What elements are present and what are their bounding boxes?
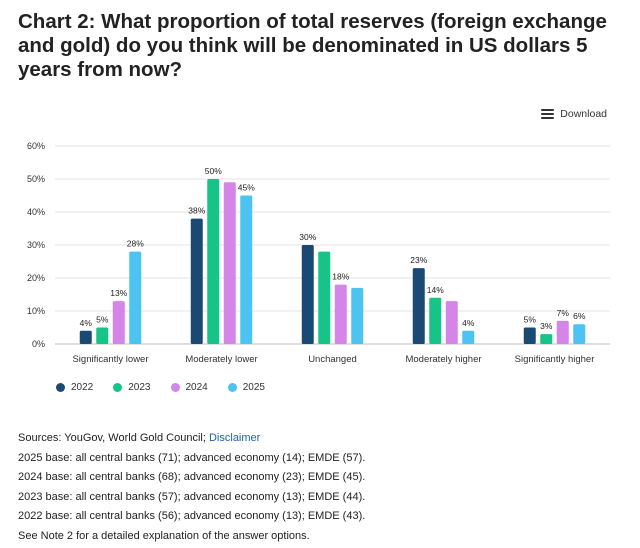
bar-2023 xyxy=(429,297,442,344)
legend-dot-2023 xyxy=(113,383,123,392)
data-label: 18% xyxy=(332,272,349,282)
y-tick-label: 40% xyxy=(27,207,45,217)
data-label: 3% xyxy=(540,321,553,331)
data-label: 45% xyxy=(238,183,255,193)
bar-2022 xyxy=(79,330,92,344)
y-tick-label: 10% xyxy=(27,306,45,316)
data-label: 7% xyxy=(557,308,570,318)
chart-title: Chart 2: What proportion of total reserv… xyxy=(18,10,607,81)
legend-label-2023: 2023 xyxy=(128,382,151,393)
bar-2023 xyxy=(96,327,109,344)
data-label: 4% xyxy=(462,318,475,328)
bar-2023 xyxy=(318,251,331,344)
data-label: 6% xyxy=(573,311,586,321)
legend-item-2023[interactable]: 2023 xyxy=(113,382,151,393)
data-label: 28% xyxy=(127,239,144,249)
bar-2022 xyxy=(301,245,314,344)
chart-notes: Sources: YouGov, World Gold Council; Dis… xyxy=(18,429,365,546)
bar-2024 xyxy=(223,182,236,344)
legend-dot-2022 xyxy=(56,383,65,392)
disclaimer-link[interactable]: Disclaimer xyxy=(208,432,261,444)
x-category-label: Significantly lower xyxy=(72,354,148,365)
bar-2025 xyxy=(129,251,142,344)
data-label: 5% xyxy=(96,315,109,325)
data-label: 23% xyxy=(410,255,427,265)
bar-2025 xyxy=(573,324,586,344)
legend: 2022 2023 2024 2025 xyxy=(56,382,265,393)
note-line: 2022 base: all central banks (56); advan… xyxy=(18,510,366,522)
note-line: 2025 base: all central banks (71); advan… xyxy=(18,451,366,464)
legend-item-2024[interactable]: 2024 xyxy=(170,382,208,393)
data-label: 13% xyxy=(110,288,127,298)
note-line: See Note 2 for a detailed explanation of… xyxy=(18,529,310,542)
note-line: 2023 base: all central banks (57); advan… xyxy=(18,490,366,503)
bar-2024 xyxy=(334,284,347,344)
bar-2023 xyxy=(207,179,220,344)
bar-2024 xyxy=(556,320,569,344)
y-tick-label: 50% xyxy=(27,174,45,184)
y-tick-label: 0% xyxy=(32,339,45,349)
legend-dot-2024 xyxy=(170,383,180,392)
bar-2022 xyxy=(190,218,203,344)
x-category-label: Moderately higher xyxy=(405,354,481,365)
bar-2024 xyxy=(112,301,125,344)
data-label: 14% xyxy=(427,285,444,295)
data-label: 30% xyxy=(299,232,316,242)
data-label: 4% xyxy=(80,318,93,328)
download-button[interactable]: Download xyxy=(541,108,607,120)
bar-2022 xyxy=(523,327,536,344)
sources-text: Sources: YouGov, World Gold Council; xyxy=(18,432,209,444)
legend-item-2025[interactable]: 2025 xyxy=(227,382,265,393)
data-label: 50% xyxy=(205,166,222,176)
download-label: Download xyxy=(560,108,607,120)
legend-label-2025: 2025 xyxy=(242,382,265,393)
menu-icon xyxy=(541,109,555,119)
x-category-label: Unchanged xyxy=(308,354,357,365)
bar-2025 xyxy=(462,330,475,344)
bar-2023 xyxy=(540,334,553,344)
bar-chart: 0%10%20%30%40%50%60%4% 5%13%28%Significan… xyxy=(27,141,610,365)
bar-2022 xyxy=(412,268,425,344)
sources-line: Sources: YouGov, World Gold Council; Dis… xyxy=(18,429,365,449)
legend-label-2022: 2022 xyxy=(71,382,94,393)
y-tick-label: 30% xyxy=(27,240,45,250)
bar-2025 xyxy=(240,195,253,344)
y-tick-label: 60% xyxy=(27,141,45,151)
x-category-label: Significantly higher xyxy=(515,354,595,365)
legend-item-2022[interactable]: 2022 xyxy=(56,382,93,393)
y-tick-label: 20% xyxy=(27,273,45,283)
x-category-label: Moderately lower xyxy=(185,354,257,365)
bar-2025 xyxy=(351,287,364,344)
note-line: 2024 base: all central banks (68); advan… xyxy=(18,471,366,483)
legend-label-2024: 2024 xyxy=(185,382,208,393)
legend-dot-2025 xyxy=(227,383,237,392)
data-label: 5% xyxy=(524,315,537,325)
bar-2024 xyxy=(445,301,458,344)
data-label: 38% xyxy=(188,206,205,216)
